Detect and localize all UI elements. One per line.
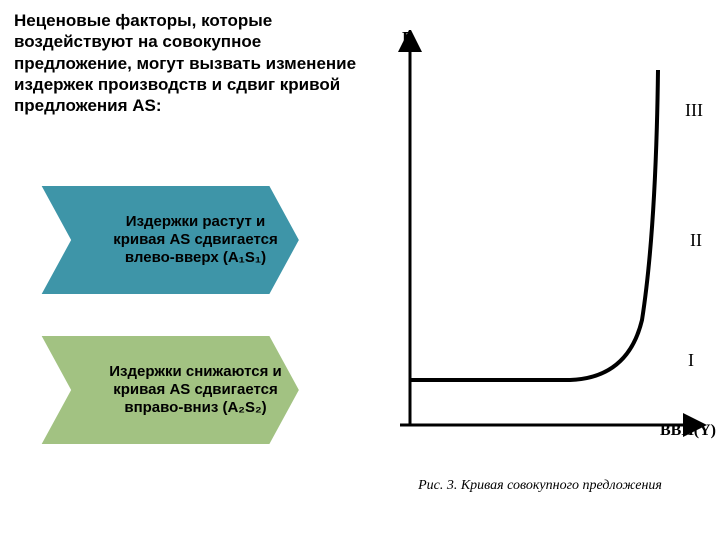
segment-label-3: III — [685, 100, 703, 121]
as-curve-chart — [370, 30, 710, 470]
chart-caption: Рис. 3. Кривая совокупного предложения — [370, 478, 710, 494]
heading-text: Неценовые факторы, которые воздействуют … — [14, 10, 364, 116]
callout-text-1: Издержки растут и кривая AS сдвигается в… — [98, 213, 293, 267]
callout-text-2: Издержки снижаются и кривая AS сдвигаетс… — [98, 363, 293, 417]
y-axis-label: P — [402, 28, 413, 49]
callout-costs-fall: Издержки снижаются и кривая AS сдвигаетс… — [40, 335, 300, 445]
segment-label-2: II — [690, 230, 702, 251]
segment-label-1: I — [688, 350, 694, 371]
callout-costs-rise: Издержки растут и кривая AS сдвигается в… — [40, 185, 300, 295]
x-axis-label: ВВП(Y) — [660, 422, 716, 440]
chart-svg — [370, 30, 710, 470]
